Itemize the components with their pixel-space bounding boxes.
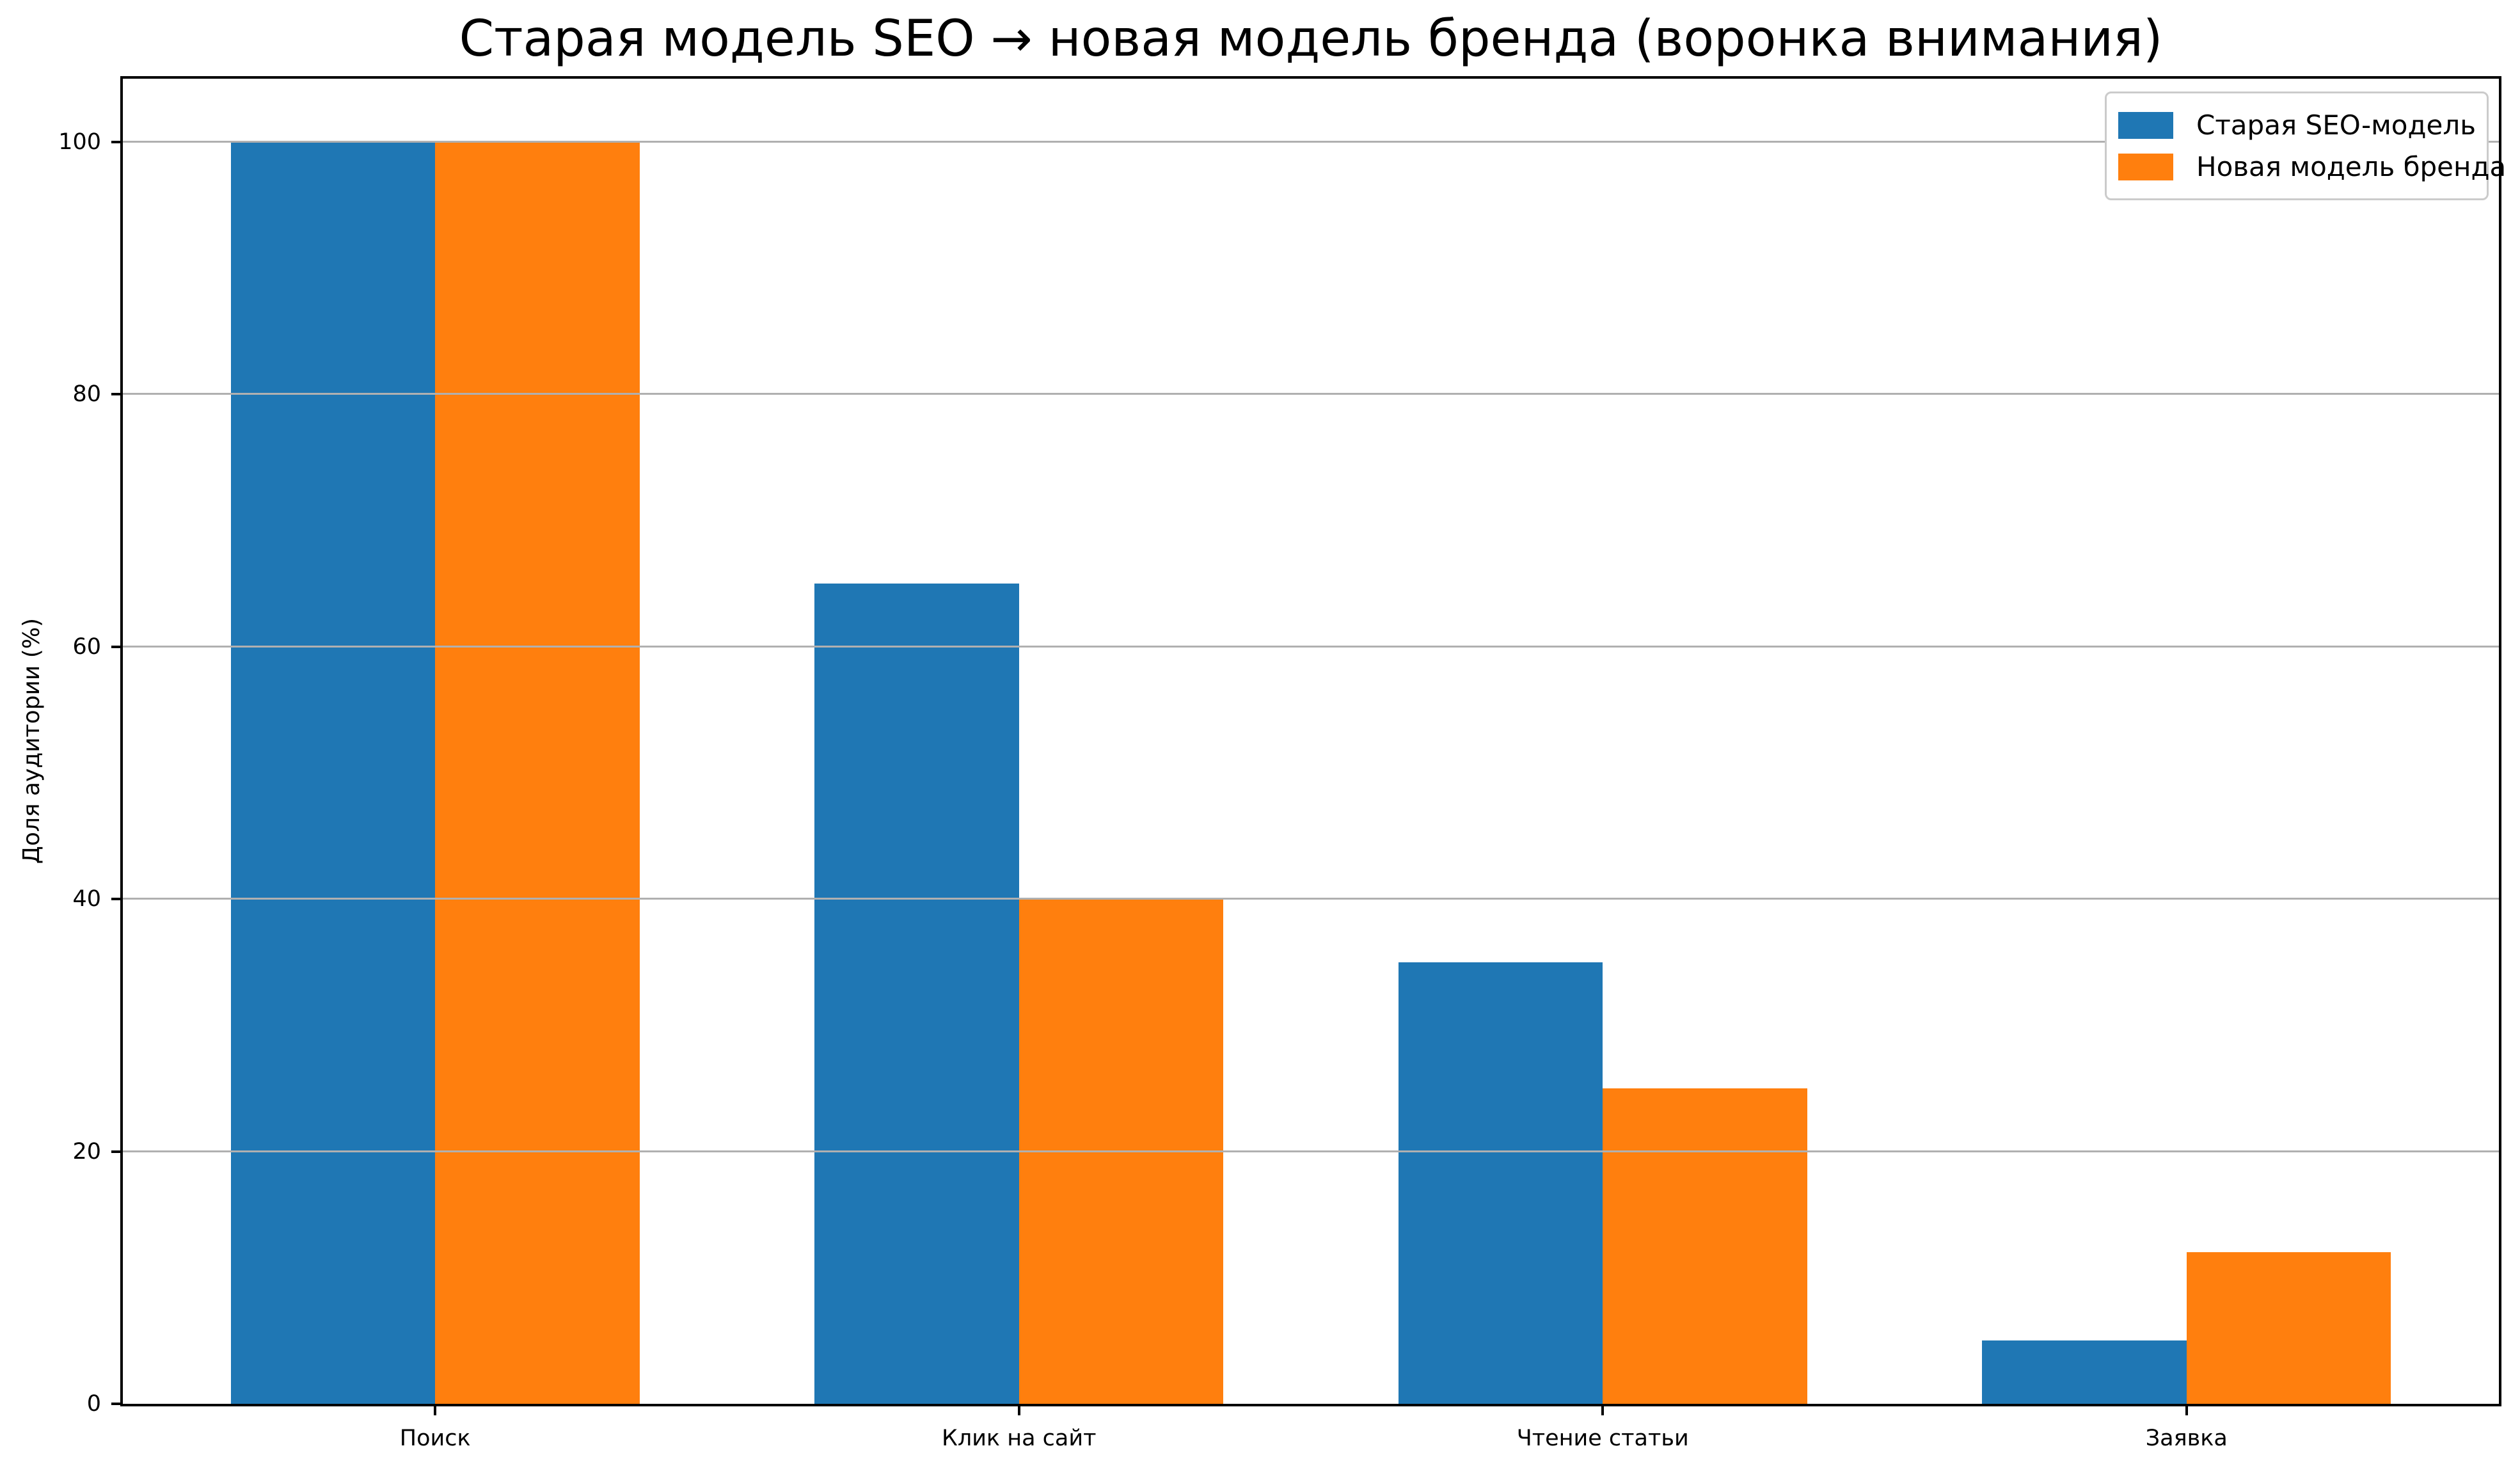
y-tick-mark <box>111 1403 120 1405</box>
legend-swatch <box>2118 111 2173 139</box>
legend-entry: Новая модель бренда <box>2118 151 2506 182</box>
y-tick-mark <box>111 898 120 901</box>
gridline <box>123 140 2499 143</box>
bar <box>230 141 436 1404</box>
y-tick-label: 20 <box>72 1138 101 1165</box>
y-axis-label-container: Доля аудитории (%) <box>9 76 54 1406</box>
x-tick-label: Поиск <box>399 1426 471 1451</box>
gridline <box>123 645 2499 648</box>
legend: Старая SEO-модель Новая модель бренда <box>2105 91 2506 200</box>
grid-layer <box>123 79 2499 1404</box>
gridline <box>123 393 2499 395</box>
bar <box>435 141 640 1404</box>
legend-entry: Старая SEO-модель <box>2118 109 2476 141</box>
y-tick-mark <box>111 1150 120 1153</box>
bar <box>1398 962 1603 1404</box>
y-tick-mark <box>111 645 120 648</box>
bars-layer <box>123 79 2499 1404</box>
y-tick-label: 40 <box>72 886 101 912</box>
x-tick-mark <box>434 1406 437 1415</box>
x-tick-mark <box>2185 1406 2188 1415</box>
y-tick-label: 100 <box>58 129 101 155</box>
y-tick-label: 60 <box>72 633 101 660</box>
gridline <box>123 1150 2499 1152</box>
x-tick-label: Клик на сайт <box>941 1426 1097 1451</box>
x-tick-mark <box>1601 1406 1605 1415</box>
x-tick-label: Заявка <box>2145 1426 2228 1451</box>
plot-area <box>120 76 2501 1406</box>
y-tick-label: 80 <box>72 381 101 408</box>
x-tick-label: Чтение статьи <box>1516 1426 1689 1451</box>
bar <box>1982 1340 2187 1404</box>
bar <box>814 583 1019 1404</box>
gridline <box>123 898 2499 900</box>
legend-label: Старая SEO-модель <box>2196 109 2476 141</box>
y-tick-label: 0 <box>86 1391 101 1417</box>
legend-label: Новая модель бренда <box>2196 151 2507 182</box>
x-tick-mark <box>1017 1406 1020 1415</box>
y-tick-mark <box>111 393 120 396</box>
chart-title: Старая модель SEO → новая модель бренда … <box>459 10 2163 68</box>
y-tick-mark <box>111 140 120 143</box>
bar <box>2186 1252 2391 1404</box>
bar <box>1603 1088 1807 1404</box>
legend-swatch <box>2118 153 2173 180</box>
